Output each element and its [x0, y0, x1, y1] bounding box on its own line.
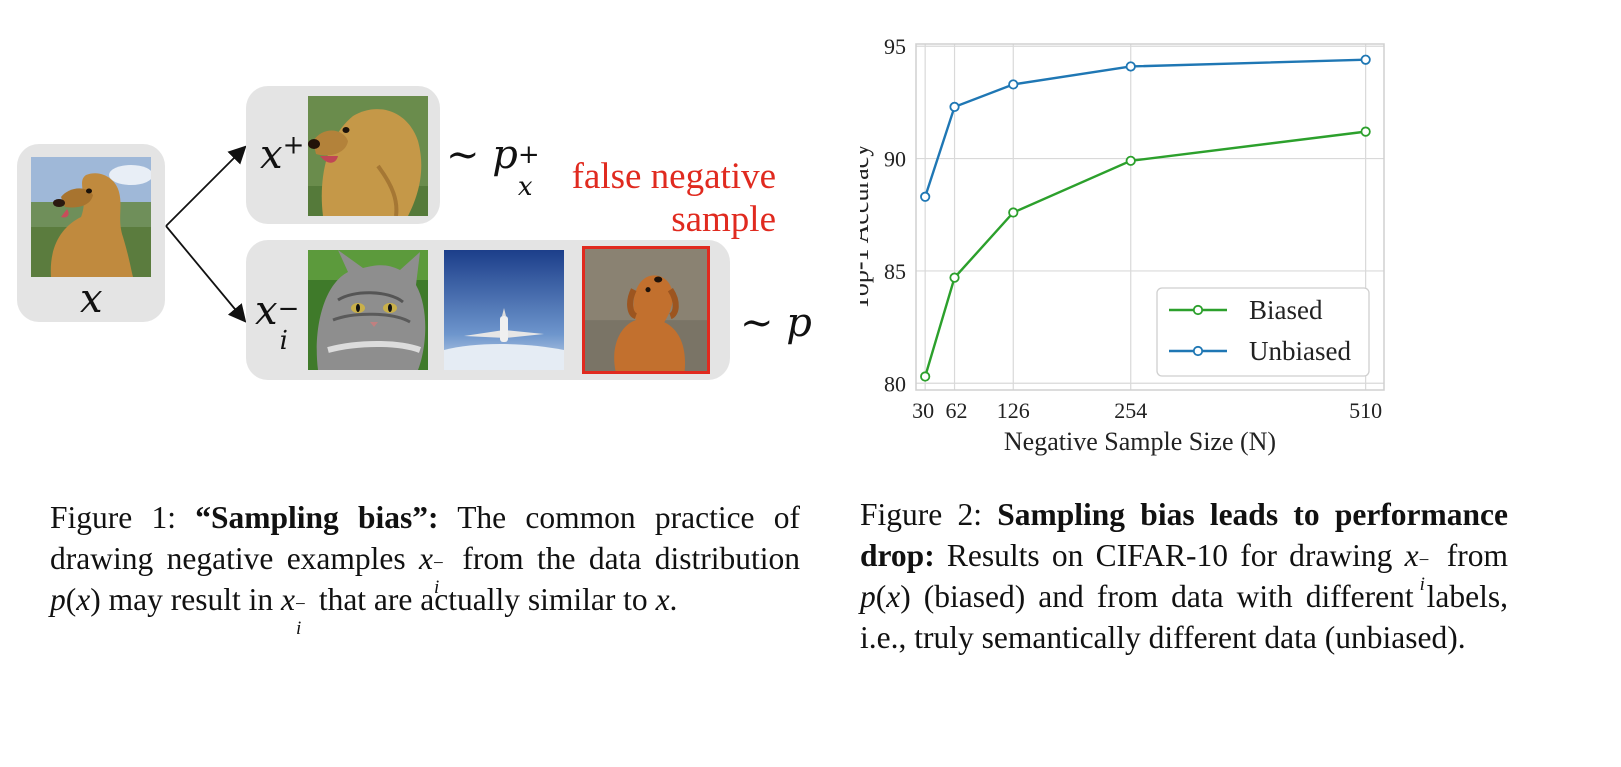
data-point-unbiased — [920, 191, 931, 202]
data-point-unbiased — [1008, 79, 1019, 90]
y-tick-label: 85 — [884, 259, 906, 284]
golden-retriever-photo — [31, 157, 151, 277]
airplane-photo — [444, 250, 564, 370]
positive-distribution-label: ∼ p + x — [446, 132, 540, 202]
data-point-biased — [1008, 207, 1019, 218]
data-point-unbiased — [949, 101, 960, 113]
data-point-biased — [1360, 126, 1371, 137]
x-axis-label: Negative Sample Size (N) — [1004, 427, 1276, 456]
cat-photo — [308, 250, 428, 370]
legend-marker-unbiased — [1192, 345, 1204, 357]
golden-retriever-closeup-photo — [308, 96, 428, 216]
anchor-x-label: x — [80, 276, 103, 322]
data-point-biased — [949, 272, 960, 283]
figure-2-caption: Figure 2: Sampling bias leads to perform… — [860, 497, 1508, 655]
x-tick-label: 126 — [997, 398, 1030, 423]
x-tick-label: 62 — [946, 398, 968, 423]
small-dog-photo — [582, 246, 710, 374]
legend-marker-biased — [1192, 304, 1204, 316]
figure-2-chart: 30 62 126 254 510 80 85 90 95 Negative Sample Siz… — [860, 34, 1385, 456]
positive-x-label: x+ — [260, 130, 305, 178]
x-tick-label: 254 — [1114, 398, 1147, 423]
x-tick-label: 30 — [912, 398, 934, 423]
data-point-unbiased — [1125, 61, 1136, 72]
y-tick-label: 95 — [884, 34, 906, 59]
data-point-biased — [1125, 155, 1136, 166]
y-tick-label: 90 — [884, 147, 906, 172]
data-point-biased — [920, 371, 931, 382]
negative-x-label: x − i — [255, 288, 300, 356]
branch-arrows — [165, 145, 247, 323]
plot-frame — [915, 43, 1385, 391]
legend-label-unbiased: Unbiased — [1249, 336, 1351, 366]
negative-distribution-label: ∼ p — [740, 300, 812, 346]
data-point-unbiased — [1360, 54, 1371, 65]
false-negative-annotation: false negative sample — [571, 156, 776, 240]
y-axis-label: Top-1 Accuracy — [860, 144, 874, 310]
legend-label-biased: Biased — [1249, 295, 1323, 325]
x-tick-label: 510 — [1349, 398, 1382, 423]
y-tick-label: 80 — [884, 371, 906, 396]
figure-1-caption: Figure 1: “Sampling bias”: The common pr… — [50, 500, 801, 639]
